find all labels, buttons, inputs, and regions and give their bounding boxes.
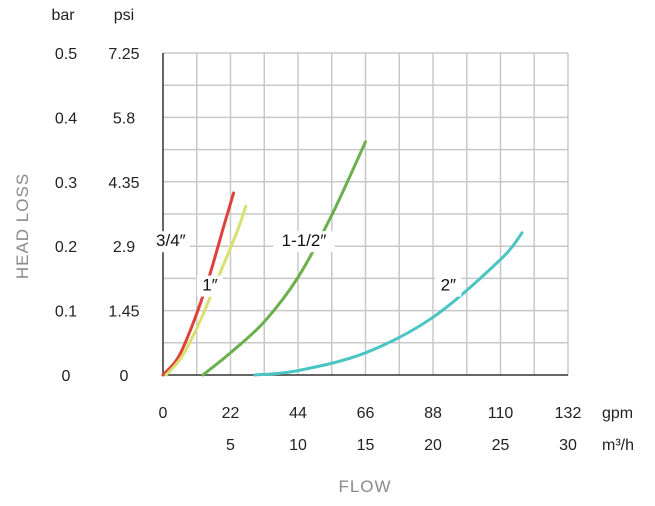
x-tick-label-m3h: 30 (559, 437, 577, 454)
x-tick-label-gpm: 132 (555, 405, 582, 422)
y-tick-label-psi: 5.8 (113, 110, 135, 127)
x-tick-label-gpm: 22 (222, 405, 240, 422)
series-label-3: 2″ (441, 276, 456, 295)
series-line-2 (201, 140, 367, 377)
x-tick-label-m3h: 10 (289, 437, 307, 454)
series-label-bg (196, 275, 223, 297)
y-tick-label-psi: 2.9 (113, 239, 135, 256)
y-tick-label-bar: 0.1 (55, 304, 77, 321)
series-label-bg (273, 231, 335, 253)
x-axis-title: FLOW (338, 477, 391, 496)
y-tick-label-bar: 0.2 (55, 239, 77, 256)
tick-labels: 0 0 1.45 0.1 2.9 0.2 4.35 0.3 5.8 0.4 7.25 0.5 0 22 44… (55, 46, 582, 454)
x-tick-label-gpm: 110 (488, 405, 514, 422)
series-line-1 (164, 204, 248, 377)
y-tick-label-bar: 0.4 (55, 110, 77, 127)
series-line-3 (253, 231, 524, 377)
x-tick-label-m3h: 20 (424, 437, 442, 454)
series-label-1: 1″ (202, 276, 217, 295)
x-tick-label-m3h: 15 (357, 437, 375, 454)
series-lines (161, 140, 524, 377)
y-tick-label-psi: 7.25 (108, 46, 139, 63)
y-tick-label-psi: 0 (120, 368, 129, 385)
series-label-bg (435, 275, 462, 297)
x-tick-label-gpm: 66 (357, 405, 375, 422)
series-line-0 (161, 191, 236, 377)
y-tick-label-bar: 0.5 (55, 46, 77, 63)
y-tick-label-psi: 1.45 (108, 304, 139, 321)
y-unit-psi: psi (114, 7, 134, 24)
series-label-0: 3/4″ (156, 231, 186, 250)
y-axis-title: HEAD LOSS (13, 173, 32, 279)
x-unit-gpm: gpm (602, 405, 633, 422)
x-tick-label-m3h: 5 (226, 437, 235, 454)
y-unit-bar: bar (51, 7, 75, 24)
x-tick-label-gpm: 88 (424, 405, 442, 422)
grid (163, 52, 569, 375)
series-label-2: 1-1/2″ (282, 231, 327, 250)
x-tick-label-m3h: 25 (492, 437, 510, 454)
x-unit-m3h: m³/h (602, 437, 634, 454)
series-label-bg (145, 231, 190, 253)
y-tick-label-bar: 0 (62, 368, 71, 385)
y-tick-label-psi: 4.35 (108, 175, 139, 192)
y-tick-label-bar: 0.3 (55, 175, 77, 192)
x-tick-label-gpm: 44 (289, 405, 307, 422)
axes (162, 53, 568, 376)
x-tick-label-gpm: 0 (159, 405, 168, 422)
